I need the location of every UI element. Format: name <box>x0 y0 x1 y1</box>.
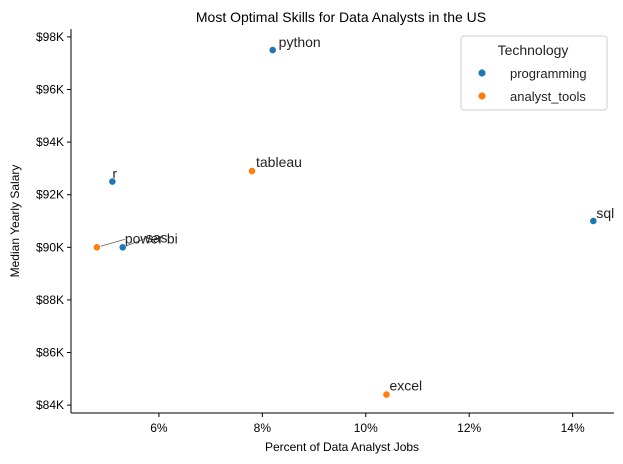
x-tick-label: 12% <box>457 421 481 435</box>
data-points <box>92 46 598 399</box>
point-label-excel: excel <box>389 378 422 394</box>
legend-title: Technology <box>498 42 569 58</box>
legend-marker-programming <box>478 69 486 77</box>
y-tick-label: $90K <box>36 240 64 254</box>
x-tick-label: 14% <box>561 421 585 435</box>
point-label-sas: sas <box>146 229 168 245</box>
label-leader-line <box>96 238 125 248</box>
label-leader-line <box>122 237 146 248</box>
legend-label-analyst_tools: analyst_tools <box>510 89 586 104</box>
axes: 6% 8% 10% 12% 14% $84K $86K $88K $90K $92K $94K $96… <box>36 29 614 435</box>
data-point-sas <box>118 243 127 252</box>
data-point-python <box>268 46 277 54</box>
point-label-python: python <box>279 34 321 50</box>
x-tick-label: 6% <box>150 421 168 435</box>
data-point-tableau <box>248 167 256 175</box>
legend-frame <box>460 35 608 111</box>
point-label-power-bi: power bi <box>125 230 178 246</box>
point-label-tableau: tableau <box>256 154 302 170</box>
y-tick-label: $86K <box>36 346 64 360</box>
y-tick-label: $92K <box>36 188 64 202</box>
data-point-excel <box>382 390 391 399</box>
point-label-sql: sql <box>596 205 614 221</box>
x-axis-label: Percent of Data Analyst Jobs <box>265 440 419 454</box>
y-tick-label: $98K <box>36 30 64 44</box>
legend-label-programming: programming <box>510 66 587 81</box>
y-axis-label: Median Yearly Salary <box>8 165 22 278</box>
data-point-r <box>108 177 117 186</box>
point-label-r: r <box>112 166 117 182</box>
point-labels: python r sql sas tableau power bi excel <box>96 34 614 394</box>
data-point-sql <box>589 217 598 225</box>
y-tick-label: $96K <box>36 82 64 96</box>
y-tick-label: $94K <box>36 135 64 149</box>
y-tick-label: $88K <box>36 293 64 307</box>
legend-marker-analyst_tools <box>478 92 486 100</box>
legend: Technology programming analyst_tools <box>460 35 608 111</box>
x-tick-label: 8% <box>254 421 272 435</box>
chart-title: Most Optimal Skills for Data Analysts in… <box>196 9 486 25</box>
x-tick-label: 10% <box>354 421 378 435</box>
data-point-power-bi <box>92 243 101 252</box>
y-tick-label: $84K <box>36 398 64 412</box>
